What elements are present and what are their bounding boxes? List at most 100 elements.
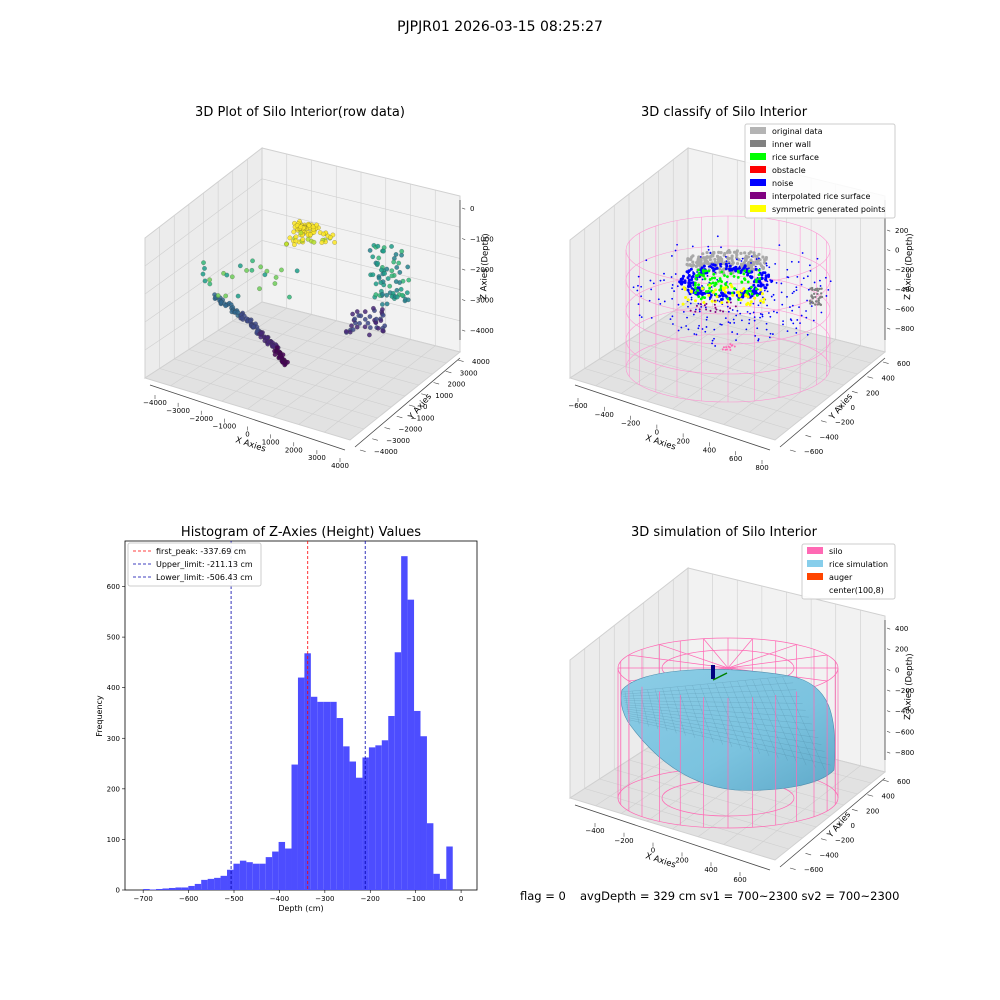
- panel2-z-tick-label: −800: [895, 325, 914, 333]
- classified-point: [725, 260, 728, 263]
- histogram-bar: [272, 851, 279, 890]
- raw-data-point: [370, 254, 376, 260]
- classified-point: [688, 263, 692, 267]
- panel2-z-tick-label: −600: [895, 305, 914, 313]
- classified-point: [735, 261, 740, 266]
- classified-point: [696, 271, 698, 273]
- classified-point: [746, 310, 749, 313]
- classified-point: [701, 328, 704, 330]
- classified-point: [684, 295, 688, 299]
- histogram-bar: [336, 718, 344, 890]
- raw-data-point: [362, 324, 368, 330]
- classified-point: [764, 286, 768, 290]
- classified-point: [701, 285, 703, 287]
- classified-point: [765, 322, 768, 325]
- classified-point: [724, 317, 727, 320]
- raw-data-point: [239, 315, 245, 321]
- panel-histogram: Histogram of Z-Axies (Height) Values −70…: [95, 525, 478, 913]
- classified-point: [752, 302, 755, 305]
- classified-point: [703, 277, 707, 281]
- classified-point: [632, 286, 635, 289]
- classified-point: [756, 283, 760, 287]
- raw-data-point: [380, 328, 385, 333]
- classified-point: [740, 262, 744, 266]
- classified-point: [747, 251, 751, 256]
- histogram-bar: [407, 599, 415, 890]
- classified-point: [759, 313, 762, 315]
- classified-point: [755, 293, 759, 297]
- classified-point: [711, 290, 715, 294]
- classified-point: [650, 316, 653, 319]
- classified-point: [678, 280, 682, 284]
- raw-data-point: [368, 325, 373, 330]
- panel3-title: Histogram of Z-Axies (Height) Values: [181, 525, 421, 540]
- classified-point: [698, 308, 701, 311]
- classified-point: [704, 269, 708, 273]
- raw-data-point: [314, 222, 319, 228]
- raw-data-point: [382, 271, 387, 276]
- classified-point: [761, 255, 765, 259]
- classified-point: [746, 273, 750, 277]
- classified-point: [738, 294, 742, 298]
- classified-point: [759, 316, 761, 319]
- raw-data-point: [380, 292, 385, 297]
- raw-data-point: [270, 344, 276, 349]
- classified-point: [734, 305, 737, 308]
- panel1-zlabel: Z Axies (Depth): [479, 233, 491, 300]
- classified-point: [697, 291, 701, 295]
- classified-point: [745, 267, 749, 271]
- classified-point: [711, 281, 715, 285]
- raw-data-point: [378, 280, 384, 285]
- panel4-x-tick-label: 200: [675, 856, 688, 864]
- raw-data-point: [259, 331, 264, 336]
- classified-point: [718, 288, 722, 292]
- histogram-bar: [181, 887, 189, 890]
- classified-point: [757, 273, 761, 277]
- raw-data-point: [284, 241, 289, 247]
- panel1-x-tick-label: 4000: [331, 462, 349, 470]
- raw-data-point: [257, 286, 262, 292]
- classified-point: [757, 268, 761, 272]
- legend-label: Upper_limit: -211.13 cm: [156, 560, 253, 569]
- classified-point: [689, 290, 693, 294]
- histogram-bar: [317, 701, 324, 890]
- raw-data-point: [367, 248, 373, 253]
- classified-point: [718, 267, 722, 271]
- classified-point: [722, 310, 725, 313]
- classified-point: [765, 264, 768, 267]
- y-tick-label: 0: [116, 887, 120, 895]
- classified-point: [659, 279, 662, 282]
- legend-swatch: [750, 166, 766, 173]
- histogram-bar: [362, 757, 369, 890]
- x-tick-label: −200: [361, 895, 380, 903]
- classified-point: [819, 279, 821, 282]
- classified-point: [760, 292, 764, 296]
- classified-point: [731, 293, 735, 297]
- panel4-x-tick-label: 600: [733, 876, 746, 884]
- classified-point: [689, 309, 692, 312]
- histogram-bar: [433, 873, 440, 890]
- raw-data-point: [282, 362, 287, 368]
- panel4-x-tick-label: 0: [651, 847, 655, 855]
- classified-point: [734, 265, 738, 269]
- classified-point: [698, 324, 700, 327]
- classified-point: [729, 272, 733, 276]
- raw-data-point: [207, 281, 213, 287]
- y-tick-label: 400: [107, 684, 120, 692]
- classified-point: [818, 287, 821, 291]
- classified-point: [786, 268, 789, 271]
- raw-data-point: [238, 263, 243, 269]
- classified-point: [731, 331, 734, 333]
- panel2-x-tick-label: −600: [568, 402, 587, 410]
- classified-point: [721, 348, 724, 351]
- classified-point: [781, 303, 784, 306]
- classified-point: [750, 275, 754, 279]
- classified-point: [797, 261, 800, 263]
- classified-point: [694, 286, 697, 290]
- raw-data-point: [362, 317, 368, 322]
- classified-point: [692, 272, 696, 276]
- classified-point: [690, 255, 694, 259]
- classified-point: [752, 283, 756, 287]
- raw-data-point: [365, 320, 371, 326]
- classified-point: [740, 289, 744, 293]
